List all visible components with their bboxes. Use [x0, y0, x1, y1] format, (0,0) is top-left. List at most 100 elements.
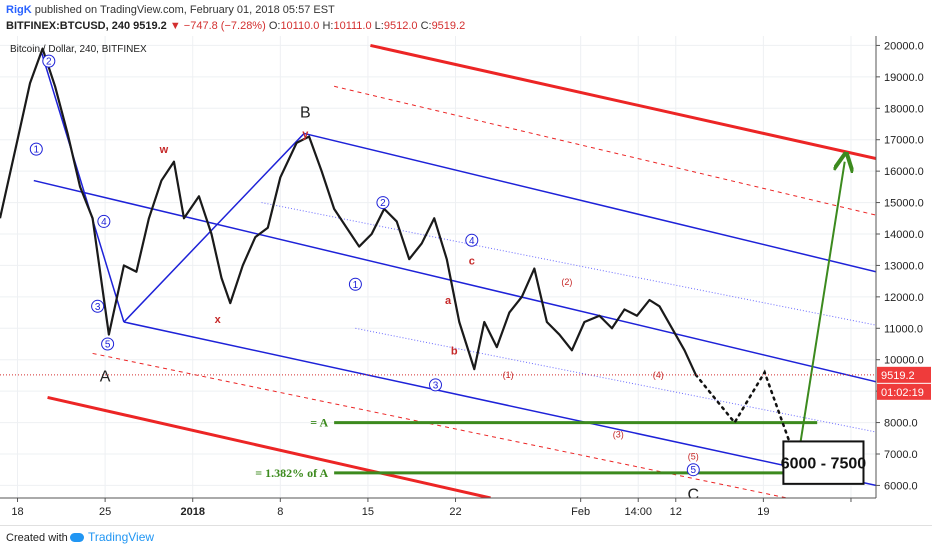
x-tick-label: Feb	[571, 506, 590, 518]
projection-path	[694, 369, 799, 465]
y-tick-label: 19000.0	[884, 72, 924, 84]
low-label: L:	[374, 20, 384, 32]
grid	[0, 36, 876, 498]
wave-label: 1	[34, 145, 40, 156]
low-value: 9512.0	[383, 20, 418, 32]
wave-label-minor: (1)	[503, 370, 514, 380]
wave-label-letter: y	[302, 128, 309, 140]
current-price: 9519.2	[133, 20, 167, 32]
y-tick-label: 6000.0	[884, 480, 918, 492]
y-tick-label: 11000.0	[884, 323, 923, 335]
last-price-value: 9519.2	[881, 370, 915, 382]
y-tick-label: 18000.0	[884, 103, 924, 115]
x-tick-label: 2018	[180, 506, 204, 518]
wave-label-major: C	[688, 486, 700, 503]
wave-label-circle	[97, 214, 111, 228]
wave-label-circle	[29, 142, 43, 156]
wave-label-letter: w	[159, 144, 169, 156]
y-tick-label: 13000.0	[884, 260, 924, 272]
wave-label: 5	[691, 465, 697, 476]
tradingview-brand[interactable]: TradingView	[70, 530, 154, 544]
price-change: ▼ −747.8 (−7.28%)	[169, 20, 266, 32]
y-tick-label: 7000.0	[884, 449, 918, 461]
y-tick-label: 17000.0	[884, 135, 924, 147]
brand-name: TradingView	[88, 530, 155, 544]
wave-label-minor: (3)	[613, 430, 624, 440]
wave-label: 3	[95, 302, 101, 313]
target-box-label: 6000 - 7500	[781, 456, 867, 473]
target-box	[782, 440, 865, 485]
open-value: 10110.0	[280, 20, 320, 32]
created-with-text: Created with	[6, 532, 68, 544]
y-tick-label: 8000.0	[884, 418, 918, 430]
wave-label: 5	[105, 340, 111, 351]
x-tick-label: 18	[11, 506, 23, 518]
x-tick-label: 19	[757, 506, 769, 518]
y-tick-label: 10000.0	[884, 355, 924, 367]
cloud-icon	[70, 532, 84, 542]
x-tick-label: 22	[449, 506, 461, 518]
wave-label-letter: a	[445, 295, 452, 307]
countdown-tag	[877, 383, 931, 400]
plot-area: = A = 1.382% of A 6000 - 7500 2 1 4 3 5 Aw x By 2 1 3…	[0, 43, 876, 503]
footer: Created with TradingView	[0, 525, 932, 550]
wave-label-letter: x	[215, 314, 222, 326]
channel-line	[92, 352, 788, 498]
wave-label: 4	[469, 236, 475, 247]
channel-line	[47, 395, 491, 498]
wave-label-minor: (4)	[653, 370, 664, 380]
high-label: H:	[322, 20, 334, 32]
target-level-label: = A	[310, 416, 328, 430]
wave-label-circle	[91, 299, 105, 313]
wave-label-minor: (5)	[688, 452, 699, 462]
open-label: O:	[268, 20, 281, 32]
wave-label-major: B	[300, 104, 311, 121]
x-tick-label: 12	[670, 506, 682, 518]
wave-label-circle	[428, 378, 442, 392]
channel-line	[123, 321, 876, 487]
x-tick-label: 15	[362, 506, 374, 518]
close-value: 9519.2	[431, 20, 466, 32]
channel-line	[370, 43, 876, 161]
channel-line	[40, 51, 125, 323]
x-tick-label: 25	[99, 506, 111, 518]
y-tick-label: 16000.0	[884, 166, 924, 178]
wave-label-circle	[376, 196, 390, 210]
wave-label-circle	[101, 337, 115, 351]
publish-info: RigK published on TradingView.com, Febru…	[6, 4, 335, 16]
channel-line	[334, 85, 876, 216]
channel-line	[261, 202, 876, 326]
target-level-label: = 1.382% of A	[255, 466, 328, 480]
channel-line	[33, 179, 876, 383]
wave-label: 2	[380, 198, 386, 209]
wave-label-minor: (2)	[561, 277, 572, 287]
author-name[interactable]: RigK	[6, 4, 32, 16]
wave-label: 3	[433, 380, 439, 391]
published-text: published on TradingView.com, February 0…	[34, 4, 335, 16]
y-tick-label: 12000.0	[884, 292, 924, 304]
target-arrow	[796, 162, 845, 464]
chart-title: Bitcoin / Dollar, 240, BITFINEX	[10, 44, 147, 55]
wave-label-circle	[465, 233, 479, 247]
wave-label-circle	[348, 277, 362, 291]
y-tick-label: 20000.0	[884, 40, 924, 52]
price-line	[0, 47, 697, 376]
last-price-tag	[877, 366, 931, 383]
high-value: 10111.0	[333, 20, 372, 32]
wave-label: 1	[353, 280, 359, 291]
wave-label-circle	[42, 54, 56, 68]
wave-label-letter: c	[469, 256, 475, 268]
wave-label: 2	[46, 57, 52, 68]
symbol-name: BITFINEX:BTCUSD, 240	[6, 20, 131, 32]
wave-label: 4	[101, 217, 107, 228]
x-tick-label: 14:00	[624, 506, 652, 518]
wave-label-letter: b	[451, 345, 458, 357]
channel-line	[303, 132, 876, 273]
wave-label-major: A	[100, 368, 111, 385]
wave-label-circle	[686, 463, 700, 477]
close-label: C:	[420, 20, 432, 32]
y-tick-label: 14000.0	[884, 229, 924, 241]
symbol-info: BITFINEX:BTCUSD, 240 9519.2 ▼ −747.8 (−7…	[6, 20, 465, 32]
channel-line	[123, 132, 305, 323]
